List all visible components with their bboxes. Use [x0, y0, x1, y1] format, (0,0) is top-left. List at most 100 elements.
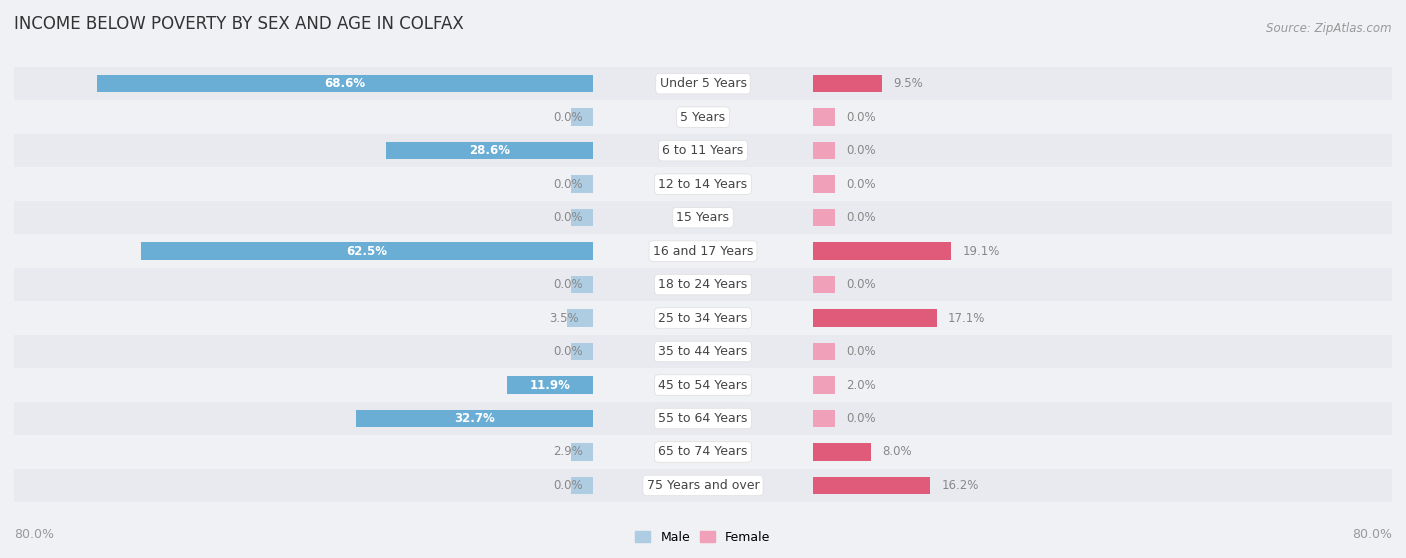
Bar — [571, 175, 593, 193]
Text: 0.0%: 0.0% — [553, 177, 582, 191]
Text: 0.0%: 0.0% — [553, 345, 582, 358]
Text: 65 to 74 Years: 65 to 74 Years — [658, 445, 748, 459]
Bar — [593, 100, 813, 134]
Bar — [14, 435, 593, 469]
Text: 45 to 54 Years: 45 to 54 Years — [658, 378, 748, 392]
Bar — [593, 335, 813, 368]
Bar — [593, 268, 813, 301]
Bar — [593, 167, 813, 201]
Bar — [813, 443, 872, 461]
Text: 0.0%: 0.0% — [553, 110, 582, 124]
Bar — [14, 335, 593, 368]
Text: 6 to 11 Years: 6 to 11 Years — [662, 144, 744, 157]
Bar — [97, 75, 593, 93]
Bar — [14, 100, 593, 134]
Bar — [593, 301, 813, 335]
Text: 32.7%: 32.7% — [454, 412, 495, 425]
Text: 16 and 17 Years: 16 and 17 Years — [652, 244, 754, 258]
Text: 9.5%: 9.5% — [893, 77, 922, 90]
Bar — [593, 469, 813, 502]
Text: 0.0%: 0.0% — [553, 479, 582, 492]
Text: 55 to 64 Years: 55 to 64 Years — [658, 412, 748, 425]
Bar — [141, 242, 593, 260]
Bar — [14, 134, 593, 167]
Text: INCOME BELOW POVERTY BY SEX AND AGE IN COLFAX: INCOME BELOW POVERTY BY SEX AND AGE IN C… — [14, 16, 464, 33]
Bar — [813, 100, 1392, 134]
Text: 0.0%: 0.0% — [846, 278, 876, 291]
Bar — [813, 343, 835, 360]
Bar — [813, 376, 835, 394]
Text: 5 Years: 5 Years — [681, 110, 725, 124]
Bar — [813, 477, 931, 494]
Bar — [356, 410, 593, 427]
Bar — [813, 209, 835, 227]
Bar — [385, 142, 593, 160]
Bar — [593, 435, 813, 469]
Text: 11.9%: 11.9% — [529, 378, 571, 392]
Text: 2.0%: 2.0% — [846, 378, 876, 392]
Text: 2.9%: 2.9% — [553, 445, 583, 459]
Bar — [571, 276, 593, 294]
Text: 25 to 34 Years: 25 to 34 Years — [658, 311, 748, 325]
Bar — [813, 410, 835, 427]
Text: 18 to 24 Years: 18 to 24 Years — [658, 278, 748, 291]
Text: 16.2%: 16.2% — [941, 479, 979, 492]
Legend: Male, Female: Male, Female — [630, 526, 776, 549]
Text: 0.0%: 0.0% — [553, 211, 582, 224]
Bar — [14, 234, 593, 268]
Bar — [593, 368, 813, 402]
Bar — [506, 376, 593, 394]
Bar — [813, 142, 835, 160]
Bar — [568, 309, 593, 327]
Bar — [813, 309, 936, 327]
Bar — [813, 242, 952, 260]
Bar — [14, 201, 593, 234]
Text: 0.0%: 0.0% — [846, 345, 876, 358]
Bar — [571, 108, 593, 126]
Text: 8.0%: 8.0% — [882, 445, 911, 459]
Text: 75 Years and over: 75 Years and over — [647, 479, 759, 492]
Bar — [813, 201, 1392, 234]
Bar — [593, 67, 813, 100]
Bar — [14, 268, 593, 301]
Text: 0.0%: 0.0% — [846, 110, 876, 124]
Bar — [813, 67, 1392, 100]
Bar — [593, 201, 813, 234]
Bar — [14, 402, 593, 435]
Bar — [14, 67, 593, 100]
Text: 3.5%: 3.5% — [550, 311, 579, 325]
Bar — [813, 108, 835, 126]
Bar — [593, 402, 813, 435]
Text: 17.1%: 17.1% — [948, 311, 986, 325]
Text: Source: ZipAtlas.com: Source: ZipAtlas.com — [1267, 22, 1392, 35]
Text: 0.0%: 0.0% — [846, 177, 876, 191]
Bar — [813, 435, 1392, 469]
Bar — [813, 368, 1392, 402]
Text: 35 to 44 Years: 35 to 44 Years — [658, 345, 748, 358]
Bar — [571, 477, 593, 494]
Bar — [813, 335, 1392, 368]
Text: 0.0%: 0.0% — [846, 412, 876, 425]
Bar — [813, 167, 1392, 201]
Bar — [813, 301, 1392, 335]
Bar — [14, 368, 593, 402]
Bar — [813, 268, 1392, 301]
Bar — [813, 402, 1392, 435]
Text: 80.0%: 80.0% — [1353, 528, 1392, 541]
Bar — [14, 469, 593, 502]
Bar — [593, 134, 813, 167]
Text: 68.6%: 68.6% — [325, 77, 366, 90]
Bar — [571, 343, 593, 360]
Bar — [593, 234, 813, 268]
Bar — [813, 75, 882, 93]
Text: 15 Years: 15 Years — [676, 211, 730, 224]
Text: Under 5 Years: Under 5 Years — [659, 77, 747, 90]
Bar — [813, 175, 835, 193]
Text: 80.0%: 80.0% — [14, 528, 53, 541]
Bar — [14, 167, 593, 201]
Text: 12 to 14 Years: 12 to 14 Years — [658, 177, 748, 191]
Bar — [14, 301, 593, 335]
Bar — [813, 234, 1392, 268]
Bar — [813, 134, 1392, 167]
Text: 28.6%: 28.6% — [468, 144, 510, 157]
